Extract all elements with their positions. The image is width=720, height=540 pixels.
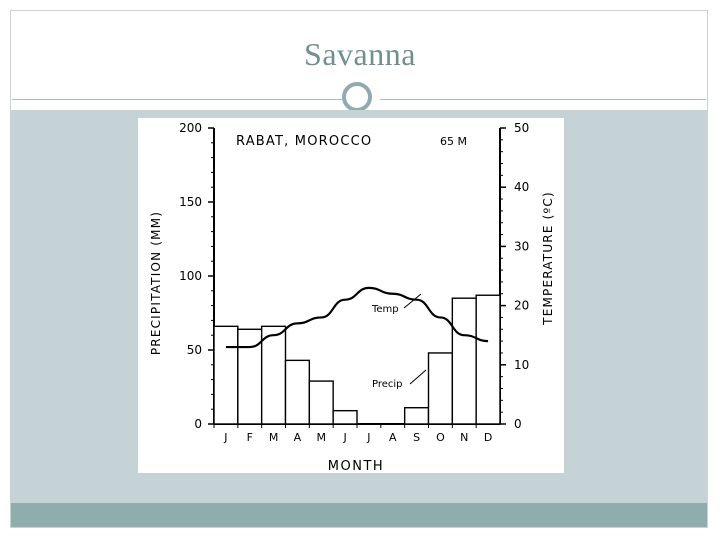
x-tick-label: A	[389, 431, 397, 444]
temp-annotation-arrow	[403, 293, 422, 309]
y-tick-label: 50	[187, 343, 202, 357]
precip-bar	[451, 297, 477, 425]
precip-bar	[427, 352, 454, 425]
y2-tick-label: 0	[514, 417, 522, 431]
precip-bar	[332, 409, 358, 425]
x-axis-label: MONTH	[328, 459, 384, 473]
x-tick-label: J	[342, 431, 346, 444]
temp-line	[225, 286, 489, 349]
y-tick-label: 0	[194, 417, 202, 431]
x-tick-label: S	[413, 431, 420, 444]
y2-tick-label: 20	[514, 299, 529, 313]
precip-bars	[213, 294, 501, 425]
x-tick-label: J	[366, 431, 370, 444]
title-rule-right	[380, 99, 706, 100]
precip-bar	[284, 359, 311, 425]
chart-subtitle: 65 M	[440, 135, 467, 148]
precip-bar	[260, 325, 287, 425]
y-axis-label: PRECIPITATION (MM)	[149, 211, 163, 355]
precip-annotation-arrow	[409, 369, 427, 385]
chart-title: RABAT, MOROCCO	[236, 134, 372, 149]
y2-tick-label: 40	[514, 180, 529, 194]
y2-tick-label: 30	[514, 239, 529, 253]
y2-tick-label: 50	[514, 121, 529, 135]
x-tick-label: M	[269, 431, 279, 444]
slide-title: Savanna	[304, 36, 416, 72]
y2-axis-label: TEMPERATURE (ºC)	[541, 191, 555, 326]
precip-annotation: Precip	[372, 379, 403, 390]
x-tick-label: M	[317, 431, 327, 444]
x-tick-label: F	[247, 431, 253, 444]
ring-ornament	[342, 82, 372, 112]
title-rule-left	[12, 99, 342, 100]
precip-bar	[213, 325, 239, 425]
temp-annotation: Temp	[371, 304, 399, 315]
precip-bar	[403, 407, 430, 425]
y-tick-label: 200	[179, 121, 202, 135]
x-tick-label: J	[223, 431, 227, 444]
y2-tick-label: 10	[514, 358, 529, 372]
y-tick-label: 150	[179, 195, 202, 209]
climate-chart: 0 50 100 150 200 0 10 20 30 40 50 J F M A M J J A S O N D RABA…	[138, 118, 564, 474]
y-tick-label: 100	[179, 269, 202, 283]
precip-bar	[475, 294, 501, 425]
x-tick-label: A	[294, 431, 302, 444]
x-tick-label: O	[436, 431, 445, 444]
footer-band	[11, 503, 707, 527]
x-tick-label: N	[460, 431, 468, 444]
climograph-svg: 0 50 100 150 200 0 10 20 30 40 50 J F M A M J J A S O N D RABA…	[149, 121, 555, 474]
precip-bar	[308, 380, 334, 425]
temp-line-layer	[225, 286, 489, 385]
x-tick-label: D	[484, 431, 492, 444]
